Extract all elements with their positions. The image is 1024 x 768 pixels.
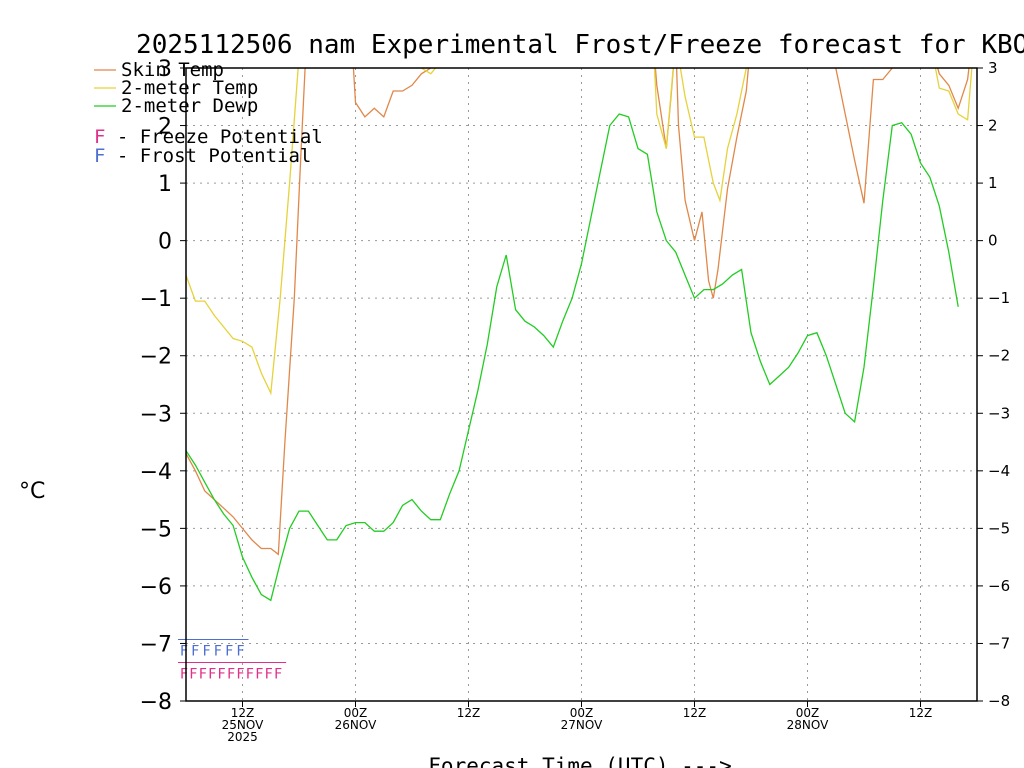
series-line-2-meter-dewp [186, 113, 959, 602]
legend-label: Skin Temp [121, 59, 224, 81]
legend-label: 2-meter Temp [121, 77, 258, 99]
x-tick-label: 27NOV [561, 718, 603, 732]
freeze-mark: F [274, 666, 282, 682]
x-tick-label: 00Z [344, 706, 368, 720]
grid [186, 68, 977, 701]
y-tick-label-right: −3 [988, 404, 1010, 422]
legend-label: F - Frost Potential [94, 145, 311, 167]
y-tick-label-right: −8 [988, 692, 1010, 710]
freeze-mark: F [180, 666, 188, 682]
y-tick-label-left: 0 [158, 230, 172, 255]
legend-label: F - Freeze Potential [94, 126, 323, 148]
x-tick-label: 12Z [457, 706, 481, 720]
y-tick-label-left: 3 [158, 57, 172, 82]
frost-mark: F [191, 643, 199, 659]
y-tick-label-left: −5 [140, 517, 172, 542]
y-tick-label-left: −3 [140, 402, 172, 427]
x-tick-label: 12Z [909, 706, 933, 720]
y-tick-label-right: 2 [988, 117, 998, 135]
freeze-mark: F [199, 666, 207, 682]
x-axis-label: Forecast Time (UTC) ---> [428, 754, 731, 768]
x-tick-label: 26NOV [335, 718, 377, 732]
y-tick-label-right: 3 [988, 59, 998, 77]
frost-mark: F [203, 643, 211, 659]
y-tick-label-left: −1 [140, 287, 172, 312]
frost-mark: F [214, 643, 222, 659]
y-tick-label-right: −7 [988, 634, 1010, 652]
y-tick-label-right: −5 [988, 519, 1010, 537]
freeze-mark: F [189, 666, 197, 682]
y-tick-label-right: 0 [988, 232, 998, 250]
freeze-mark: F [255, 666, 263, 682]
y-tick-label-left: −4 [140, 460, 172, 485]
frost-mark: F [180, 643, 188, 659]
x-tick-label: 00Z [570, 706, 594, 720]
legend-label: 2-meter Dewp [121, 95, 258, 117]
x-tick-label: 25NOV [222, 718, 264, 732]
x-tick-label: 2025 [227, 730, 258, 744]
freeze-mark: F [246, 666, 254, 682]
potential-marks: F F F F F FF F F F F F F F F F F [178, 638, 287, 682]
y-tick-label-left: −6 [140, 575, 172, 600]
y-tick-label-left: −8 [140, 690, 172, 715]
frost-mark: F [225, 643, 233, 659]
y-tick-label-left: −2 [140, 345, 172, 370]
y-tick-label-right: −1 [988, 289, 1010, 307]
y-tick-label-left: 1 [158, 172, 172, 197]
y-tick-label-left: 2 [158, 115, 172, 140]
freeze-mark: F [208, 666, 216, 682]
x-tick-label: 28NOV [787, 718, 829, 732]
y-axis-right: 3 2 1 0 −1 −2 −3 −4 −5 −6 −7 −8 [977, 59, 1010, 710]
frost-mark: F [237, 643, 245, 659]
freeze-mark: F [227, 666, 235, 682]
y-tick-label-right: −6 [988, 577, 1010, 595]
y-axis-left: 3 2 1 0 −1 −2 −3 −4 −5 −6 −7 −8 [140, 57, 186, 715]
x-tick-label: 12Z [683, 706, 707, 720]
x-tick-label: 00Z [796, 706, 820, 720]
freeze-mark: F [218, 666, 226, 682]
series-lines [186, 68, 973, 602]
y-tick-label-left: −7 [140, 632, 172, 657]
y-axis-label: °C [19, 479, 45, 504]
x-tick-label: 12Z [231, 706, 255, 720]
freeze-mark: F [265, 666, 273, 682]
freeze-mark: F [237, 666, 245, 682]
y-tick-label-right: 1 [988, 174, 998, 192]
y-tick-label-right: −2 [988, 347, 1010, 365]
plot-frame [185, 67, 978, 702]
series-line-2-meter-temp [186, 68, 973, 396]
y-tick-label-right: −4 [988, 462, 1010, 480]
chart-title: 2025112506 nam Experimental Frost/Freeze… [136, 30, 1024, 60]
